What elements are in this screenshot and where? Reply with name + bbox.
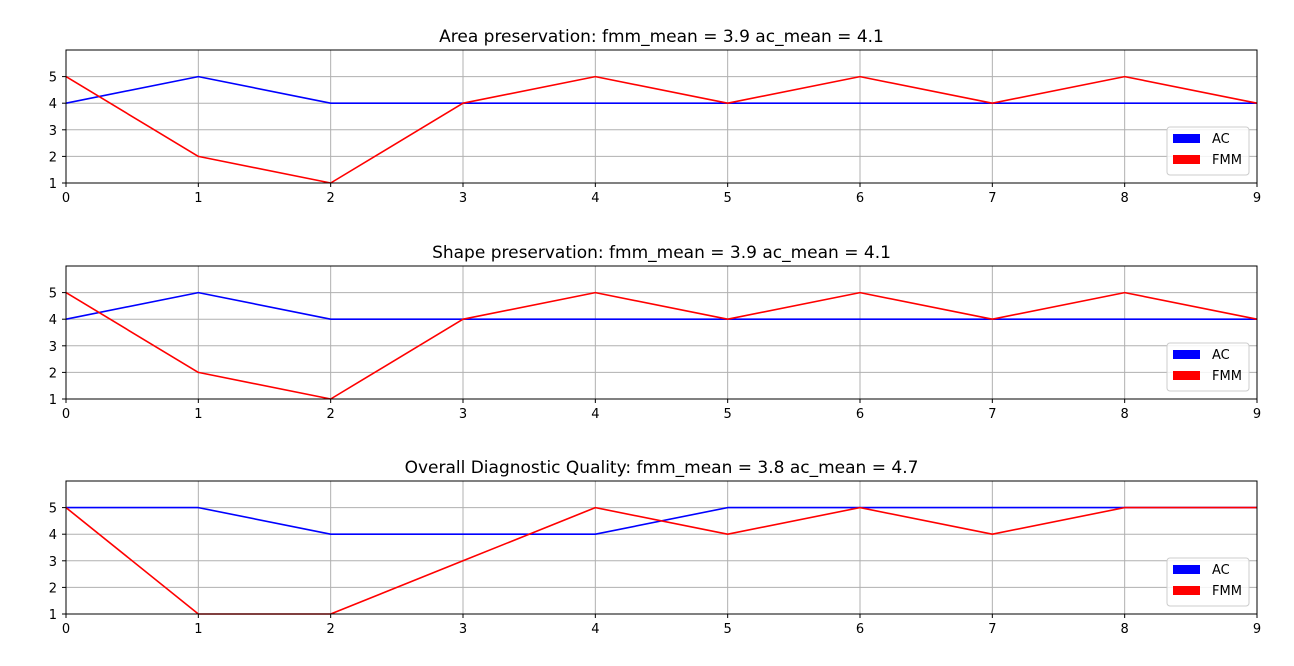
x-tick-label: 9	[1253, 622, 1261, 637]
legend-label-fmm: FMM	[1212, 369, 1242, 384]
x-tick-label: 6	[856, 191, 864, 206]
x-tick-label: 6	[856, 622, 864, 637]
plot-frame	[65, 49, 1258, 184]
x-tick-label: 5	[724, 622, 732, 637]
x-tick-label: 2	[327, 622, 335, 637]
legend-swatch-fmm	[1173, 586, 1200, 595]
series-line-fmm	[65, 75, 1258, 184]
x-tick-label: 0	[62, 407, 70, 422]
x-tick-label: 7	[988, 407, 996, 422]
x-tick-label: 5	[724, 407, 732, 422]
x-tick-label: 9	[1253, 191, 1261, 206]
x-tick-label: 8	[1121, 407, 1129, 422]
legend-label-fmm: FMM	[1212, 153, 1242, 168]
legend-swatch-fmm	[1173, 155, 1200, 164]
x-tick-label: 5	[724, 191, 732, 206]
x-tick-label: 1	[194, 622, 202, 637]
legend-label-ac: AC	[1212, 563, 1230, 578]
y-tick-label: 3	[49, 340, 57, 355]
y-tick-label: 3	[49, 124, 57, 139]
x-tick-label: 7	[988, 191, 996, 206]
legend: AC FMM	[1166, 126, 1250, 176]
legend-swatch-ac	[1173, 350, 1200, 359]
legend: AC FMM	[1166, 342, 1250, 392]
series-line-ac	[65, 291, 1257, 321]
x-tick-label: 9	[1253, 407, 1261, 422]
legend-swatch-ac	[1173, 565, 1200, 574]
chart-title: Shape preservation: fmm_mean = 3.9 ac_me…	[432, 243, 891, 263]
chart-panel-1: Area preservation: fmm_mean = 3.9 ac_mea…	[49, 27, 1261, 206]
x-tick-label: 2	[327, 407, 335, 422]
x-tick-label: 4	[591, 407, 599, 422]
y-tick-label: 4	[49, 97, 57, 112]
legend-swatch-fmm	[1173, 371, 1200, 380]
y-tick-label: 5	[49, 71, 57, 86]
y-tick-label: 5	[49, 287, 57, 302]
x-tick-label: 8	[1121, 191, 1129, 206]
y-tick-label: 2	[49, 366, 57, 381]
x-tick-label: 3	[459, 622, 467, 637]
x-tick-label: 0	[62, 622, 70, 637]
y-tick-label: 4	[49, 528, 57, 543]
chart-panel-3: Overall Diagnostic Quality: fmm_mean = 3…	[49, 458, 1261, 637]
x-tick-label: 4	[591, 191, 599, 206]
x-tick-label: 7	[988, 622, 996, 637]
y-tick-label: 4	[49, 313, 57, 328]
x-tick-label: 2	[327, 191, 335, 206]
legend-swatch-ac	[1173, 134, 1200, 143]
legend: AC FMM	[1166, 557, 1250, 607]
plot-frame	[65, 480, 1258, 615]
x-tick-label: 4	[591, 622, 599, 637]
y-tick-label: 1	[49, 393, 57, 408]
x-tick-label: 1	[194, 407, 202, 422]
x-tick-label: 6	[856, 407, 864, 422]
x-tick-label: 1	[194, 191, 202, 206]
legend-label-ac: AC	[1212, 348, 1230, 363]
y-tick-label: 2	[49, 150, 57, 165]
chart-title: Area preservation: fmm_mean = 3.9 ac_mea…	[439, 27, 884, 47]
chart-panel-2: Shape preservation: fmm_mean = 3.9 ac_me…	[49, 243, 1261, 422]
y-tick-label: 1	[49, 608, 57, 623]
series-line-fmm	[65, 291, 1258, 400]
plot-frame	[65, 265, 1258, 400]
x-tick-label: 3	[459, 191, 467, 206]
x-tick-label: 3	[459, 407, 467, 422]
series-line-ac	[65, 75, 1257, 104]
legend-label-ac: AC	[1212, 132, 1230, 147]
x-tick-label: 0	[62, 191, 70, 206]
y-tick-label: 2	[49, 581, 57, 596]
chart-title: Overall Diagnostic Quality: fmm_mean = 3…	[405, 458, 919, 478]
x-tick-label: 8	[1121, 622, 1129, 637]
y-tick-label: 5	[49, 502, 57, 517]
legend-label-fmm: FMM	[1212, 584, 1242, 599]
y-tick-label: 1	[49, 177, 57, 192]
y-tick-label: 3	[49, 555, 57, 570]
